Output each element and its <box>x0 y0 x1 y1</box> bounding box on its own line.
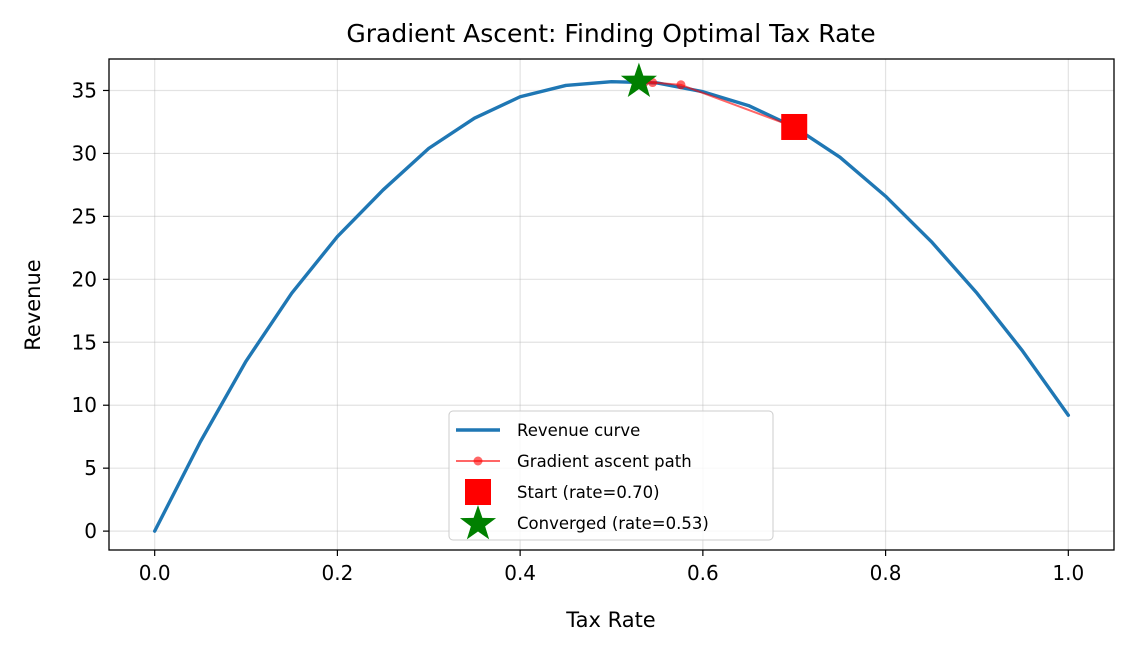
grid <box>109 59 1114 550</box>
ticks: 0.0 0.2 0.4 0.6 0.8 1.0 0 5 10 15 20 25 30 35 <box>72 78 1085 585</box>
y-tick-label: 5 <box>84 456 97 480</box>
gradient-path-line <box>638 81 795 128</box>
legend: Revenue curve Gradient ascent path Start (… <box>448 410 774 541</box>
x-tick-label: 0.4 <box>504 561 536 585</box>
y-axis-label: Revenue <box>21 259 45 350</box>
y-tick-label: 25 <box>72 204 97 228</box>
y-tick-label: 0 <box>84 519 97 543</box>
x-axis-label: Tax Rate <box>565 608 655 632</box>
y-tick-label: 20 <box>72 267 97 291</box>
y-tick-label: 10 <box>72 393 97 417</box>
x-tick-label: 1.0 <box>1052 561 1084 585</box>
converged-marker <box>620 62 657 98</box>
legend-label: Revenue curve <box>517 421 640 440</box>
gradient-path-point <box>676 80 686 90</box>
start-marker <box>781 113 808 140</box>
y-tick-label: 35 <box>72 78 97 102</box>
legend-label: Converged (rate=0.53) <box>517 514 709 533</box>
legend-label: Gradient ascent path <box>517 452 692 471</box>
legend-handle-start <box>465 479 491 505</box>
legend-box <box>448 410 774 541</box>
x-tick-label: 0.6 <box>687 561 719 585</box>
legend-handle-converged <box>459 505 497 540</box>
chart-title: Gradient Ascent: Finding Optimal Tax Rat… <box>346 19 875 48</box>
series-layer <box>152 62 1071 533</box>
legend-label: Start (rate=0.70) <box>517 483 660 502</box>
x-tick-label: 0.8 <box>870 561 902 585</box>
revenue-curve-line <box>152 79 1071 533</box>
plot-frame <box>108 58 1115 551</box>
x-tick-label: 0.2 <box>322 561 354 585</box>
y-tick-label: 30 <box>72 141 97 165</box>
legend-handle-gradient-point <box>473 456 483 466</box>
y-tick-label: 15 <box>72 330 97 354</box>
x-tick-label: 0.0 <box>139 561 171 585</box>
